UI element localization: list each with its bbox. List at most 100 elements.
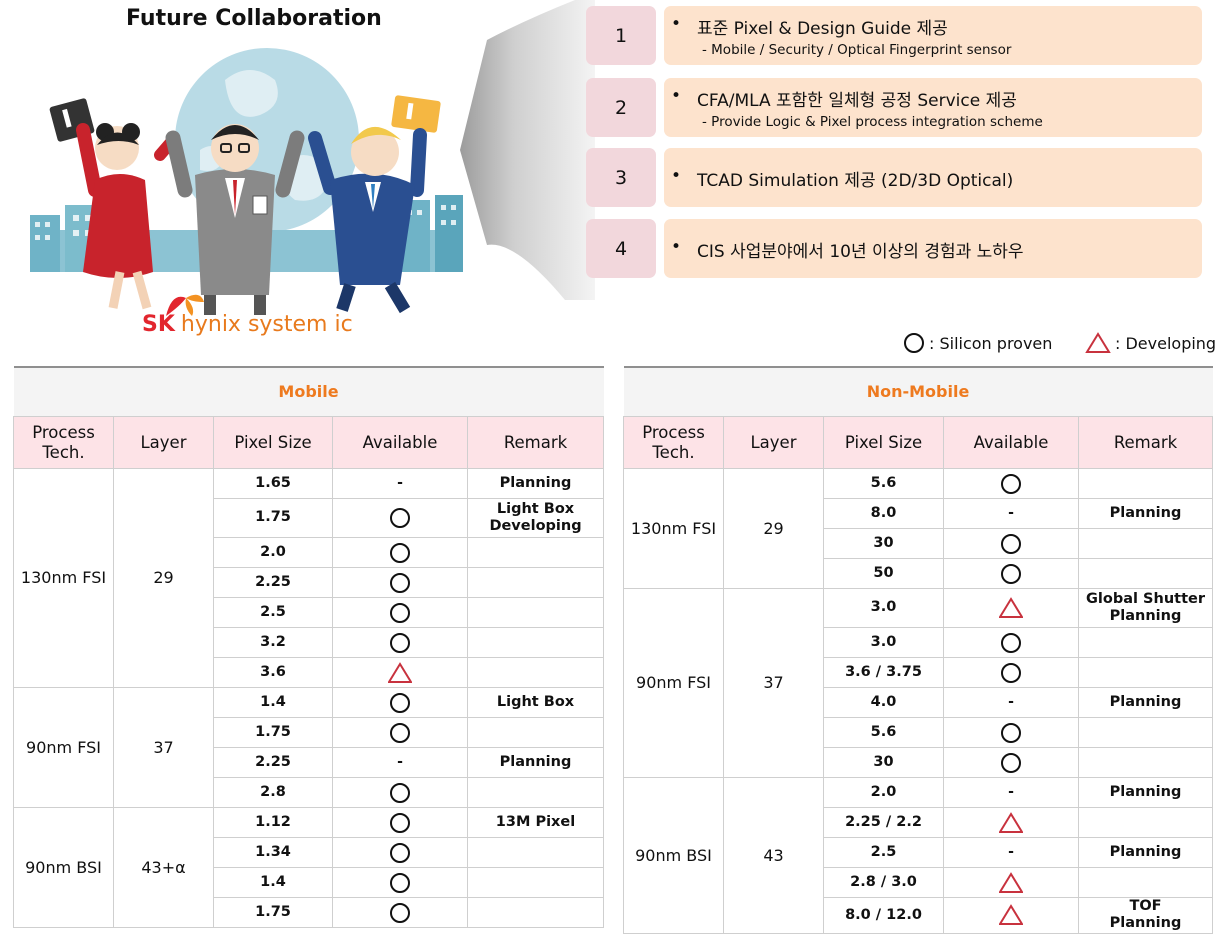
triangle-icon: [999, 871, 1023, 893]
feature-title: TCAD Simulation 제공 (2D/3D Optical): [671, 166, 1202, 191]
circle-icon: [1001, 662, 1021, 683]
remark-cell: Global Shutter Planning: [1077, 588, 1214, 628]
table-row: 30: [624, 528, 1214, 559]
remark-cell: [466, 717, 605, 748]
process-tech-cell: 90nm FSI: [623, 588, 724, 778]
available-cell: [943, 627, 1079, 658]
remark-cell: [1077, 558, 1214, 589]
feature-number: 2: [586, 78, 656, 137]
table-row: 2.25 - Planning: [14, 747, 605, 778]
remark-cell: [466, 537, 605, 568]
circle-icon: [904, 333, 924, 353]
remark-cell: [1077, 528, 1214, 559]
circle-icon: [1001, 563, 1021, 584]
column-header: Pixel Size: [823, 416, 944, 469]
pixel-size-cell: 3.0: [823, 627, 944, 658]
legend-developing: : Developing: [1085, 332, 1216, 354]
pixel-size-cell: 3.6: [213, 657, 333, 688]
pixel-size-cell: 8.0: [823, 498, 944, 529]
table-row: 130nm FSI 29 1.65 - Planning: [13, 468, 605, 688]
circle-icon: [390, 602, 410, 623]
available-cell: [332, 777, 468, 808]
table-row: 90nm BSI 43 2.0 - Planning: [623, 777, 1214, 934]
available-cell: -: [943, 687, 1079, 718]
circle-icon: [390, 782, 410, 803]
dash-icon: -: [397, 754, 403, 771]
process-tech-cell: 90nm FSI: [13, 687, 114, 808]
remark-cell: [1077, 747, 1214, 778]
column-header: Process Tech.: [623, 416, 724, 469]
header-row: Process Tech. Layer Pixel Size Available Rema…: [623, 416, 1214, 469]
pixel-size-cell: 3.0: [823, 588, 944, 628]
pixel-size-cell: 4.0: [823, 687, 944, 718]
feature-box: CIS 사업분야에서 10년 이상의 경험과 노하우: [664, 219, 1202, 278]
pixel-size-cell: 2.25: [213, 747, 333, 778]
triangle-icon: [388, 661, 412, 683]
layer-cell: 43: [723, 777, 824, 934]
remark-cell: TOF Planning: [1077, 897, 1214, 934]
pixel-size-cell: 5.6: [823, 468, 944, 499]
available-cell: [943, 558, 1079, 589]
available-cell: -: [332, 468, 468, 499]
legend-silicon-proven: : Silicon proven: [903, 332, 1052, 354]
available-cell: [943, 528, 1079, 559]
dash-icon: -: [1008, 844, 1014, 861]
sk-hynix-logo: SK hynix system ic: [142, 294, 353, 337]
remark-cell: Planning: [1077, 777, 1214, 808]
remark-cell: 13M Pixel: [466, 807, 605, 838]
column-header: Layer: [723, 416, 824, 469]
pixel-size-cell: 8.0 / 12.0: [823, 897, 944, 934]
circle-icon: [390, 572, 410, 593]
remark-cell: [466, 837, 605, 868]
table-row: 4.0 - Planning: [624, 687, 1214, 718]
feature-title: 표준 Pixel & Design Guide 제공: [671, 14, 1202, 39]
layer-cell: 37: [723, 588, 824, 778]
remark-cell: [1077, 627, 1214, 658]
table-row: 3.6: [14, 657, 605, 688]
logo-text: hynix system ic: [180, 312, 353, 337]
circle-icon: [1001, 632, 1021, 653]
layer-cell: 43+α: [113, 807, 214, 928]
remark-cell: [1077, 657, 1214, 688]
circle-icon: [390, 842, 410, 863]
pixel-size-cell: 2.25: [213, 567, 333, 598]
available-cell: [332, 687, 468, 718]
pixel-size-cell: 2.0: [823, 777, 944, 808]
table-row: 5.6: [624, 717, 1214, 748]
available-cell: -: [943, 837, 1079, 868]
remark-cell: Planning: [1077, 837, 1214, 868]
triangle-icon: [999, 904, 1023, 926]
feature-detail: - Provide Logic & Pixel process integrat…: [702, 114, 1043, 130]
table-row: 1.4: [14, 867, 605, 898]
available-cell: [332, 627, 468, 658]
pixel-size-cell: 2.8 / 3.0: [823, 867, 944, 898]
illustration-title: Future Collaboration: [126, 6, 382, 31]
available-cell: [332, 807, 468, 838]
remark-cell: [466, 777, 605, 808]
available-cell: [332, 597, 468, 628]
pixel-size-cell: 3.6 / 3.75: [823, 657, 944, 688]
layer-cell: 29: [723, 468, 824, 589]
dash-icon: -: [1008, 505, 1014, 522]
remark-cell: [466, 867, 605, 898]
pixel-size-cell: 1.75: [213, 498, 333, 538]
table-row: 50: [624, 558, 1214, 589]
feature-box: TCAD Simulation 제공 (2D/3D Optical): [664, 148, 1202, 207]
circle-icon: [1001, 752, 1021, 773]
available-cell: [943, 867, 1079, 898]
table-row: 1.34: [14, 837, 605, 868]
pixel-size-cell: 1.4: [213, 687, 333, 718]
circle-icon: [1001, 722, 1021, 743]
remark-cell: Light Box: [466, 687, 605, 718]
column-header: Available: [943, 416, 1079, 469]
circle-icon: [390, 542, 410, 563]
table-row: 8.0 / 12.0 TOF Planning: [624, 897, 1214, 934]
feature-detail: - Mobile / Security / Optical Fingerprin…: [702, 42, 1012, 58]
legend-silicon-proven-label: : Silicon proven: [929, 333, 1053, 353]
feature-title: CIS 사업분야에서 10년 이상의 경험과 노하우: [671, 237, 1202, 262]
available-cell: [332, 867, 468, 898]
pixel-size-cell: 2.8: [213, 777, 333, 808]
process-tech-cell: 90nm BSI: [13, 807, 114, 928]
circle-icon: [390, 902, 410, 923]
available-cell: [943, 897, 1079, 934]
